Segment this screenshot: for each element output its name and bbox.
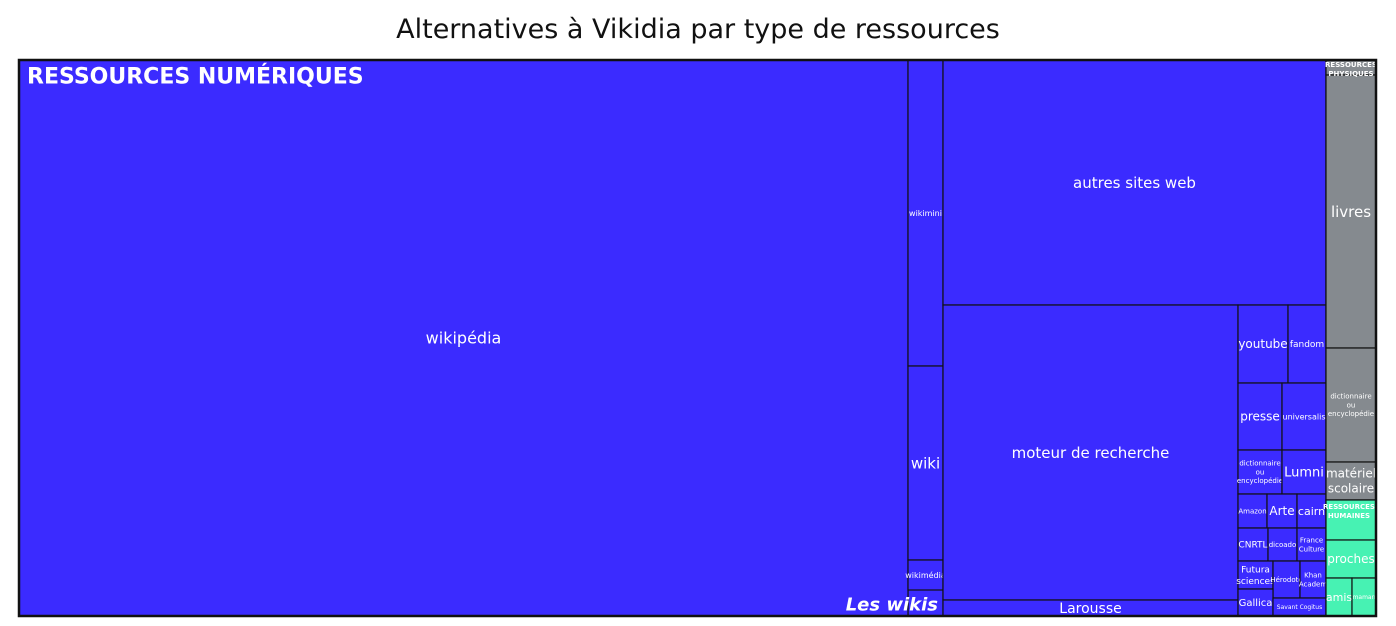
tile-materiel-scolaire[interactable] [1325, 461, 1377, 501]
tile-label-cnrtl: CNRTL [1238, 541, 1267, 551]
tile-label-khan-academy: Khan Academ [1299, 572, 1328, 589]
tile-label-wikipedia: wikipédia [426, 329, 502, 348]
tile-label-lumni: Lumni [1284, 466, 1324, 481]
tile-fandom[interactable] [1287, 304, 1327, 384]
tile-presse[interactable] [1237, 382, 1283, 451]
tile-label-herodote: Hérodote [1270, 576, 1302, 584]
tile-label-livres: livres [1331, 203, 1371, 221]
group-label-ressources-physiques: RESSOURCES PHYSIQUES [1325, 61, 1377, 78]
tile-label-wikimini: wikimini [909, 209, 942, 218]
tile-label-savant-cogitus: Savant Cogitus [1277, 604, 1322, 611]
tile-dictionnaire-ou-encyclopedie[interactable] [1325, 347, 1377, 463]
tile-label-fandom: fandom [1290, 340, 1324, 350]
group-label-les-wikis: Les wikis [846, 594, 939, 615]
tile-wikimedia[interactable] [907, 559, 944, 591]
tile-label-moteur-de-recherche: moteur de recherche [1012, 444, 1170, 462]
tile-label-presse: presse [1240, 410, 1280, 424]
tile-label-france-culture: France Culture [1299, 537, 1324, 554]
tile-dictionnaire-ou-encyclopedie[interactable] [1237, 449, 1283, 495]
tile-lumni[interactable] [1281, 449, 1327, 495]
tile-wikipedia[interactable] [18, 59, 909, 617]
tile-label-gallica: Gallica [1239, 598, 1273, 609]
group-label-ressources-numeriques: RESSOURCES NUMÉRIQUES [27, 64, 364, 90]
tile-label-amis: amis [1326, 591, 1353, 604]
tile-autres-sites-web[interactable] [942, 59, 1327, 306]
treemap-frame [17, 58, 1378, 618]
tile-label-wikimedia: wikimédia [905, 570, 946, 580]
group-label-ressources-humaines: RESSOURCES HUMAINES [1323, 503, 1375, 520]
group-header-ressources-humaines[interactable] [1325, 499, 1377, 541]
tile-livres[interactable] [1325, 74, 1377, 349]
tile-proches[interactable] [1325, 539, 1377, 579]
tile-label-dictionnaire-ou-encyclopedie: dictionnaire ou encyclopédie [1328, 393, 1374, 419]
tile-label-youtube: youtube [1238, 337, 1287, 351]
tile-arte[interactable] [1266, 493, 1298, 529]
tile-khan-academy[interactable] [1299, 560, 1327, 599]
chart-title: Alternatives à Vikidia par type de resso… [396, 14, 1000, 45]
tile-moteur-de-recherche[interactable] [942, 304, 1239, 601]
tile-dicoado[interactable] [1267, 527, 1298, 562]
tile-label-materiel-scolaire: matériel scolaire [1326, 467, 1376, 496]
tile-label-futura-sciences: Futura sciences [1236, 566, 1275, 587]
tile-label-cairn: cairn [1298, 505, 1325, 518]
tile-universalis[interactable] [1281, 382, 1327, 451]
tile-label-dictionnaire-ou-encyclopedie: dictionnaire ou encyclopédie [1237, 460, 1283, 486]
tile-label-wiki: wiki [911, 454, 940, 472]
tile-label-amazon: Amazon [1238, 507, 1266, 515]
tile-label-arte: Arte [1269, 504, 1294, 518]
tile-label-dicoado: dicoado [1269, 541, 1297, 549]
tile-label-universalis: universalis [1283, 412, 1326, 421]
tile-cairn[interactable] [1296, 493, 1327, 529]
tile-label-larousse: Larousse [1059, 601, 1121, 617]
tile-label-maman: maman [1353, 594, 1376, 601]
tile-label-proches: proches [1327, 552, 1374, 566]
tile-label-autres-sites-web: autres sites web [1073, 174, 1196, 192]
